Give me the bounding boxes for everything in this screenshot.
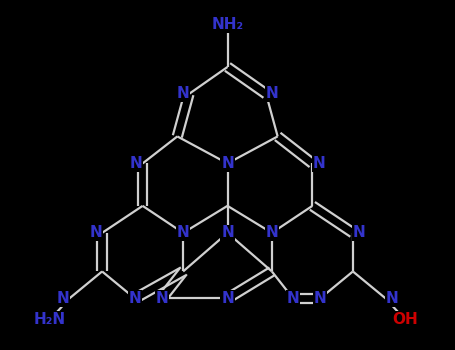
- Text: N: N: [266, 86, 279, 102]
- Text: N: N: [353, 225, 366, 240]
- Text: N: N: [221, 156, 234, 171]
- Text: N: N: [221, 291, 234, 306]
- Text: H₂N: H₂N: [34, 312, 66, 327]
- Text: N: N: [130, 156, 142, 171]
- Text: N: N: [265, 225, 278, 240]
- Text: OH: OH: [392, 312, 418, 327]
- Text: N: N: [287, 291, 299, 306]
- Text: N: N: [156, 291, 168, 306]
- Text: N: N: [89, 225, 102, 240]
- Text: N: N: [221, 225, 234, 240]
- Text: N: N: [313, 291, 327, 306]
- Text: N: N: [313, 156, 325, 171]
- Text: N: N: [177, 225, 190, 240]
- Text: N: N: [56, 291, 69, 306]
- Text: N: N: [128, 291, 142, 306]
- Text: N: N: [176, 86, 189, 102]
- Text: N: N: [386, 291, 399, 306]
- Text: NH₂: NH₂: [212, 17, 243, 32]
